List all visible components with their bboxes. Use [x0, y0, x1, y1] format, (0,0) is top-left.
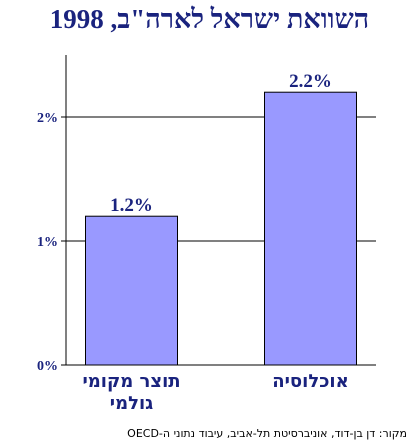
- data-label: 1.2%: [110, 195, 153, 216]
- source-note: מקור: דן בן-דוד, אוניברסיטת תל-אביב, עיב…: [127, 427, 407, 440]
- category-label-gdp: תוצר מקומי גולמי: [82, 371, 181, 414]
- bar: [85, 215, 178, 366]
- y-tick-label: 0%: [37, 359, 58, 374]
- data-label: 2.2%: [289, 71, 332, 92]
- category-label-population: אוכלוסיה: [272, 371, 349, 392]
- bar: [264, 91, 357, 366]
- chart-title: השוואת ישראל לארה"ב, 1998: [49, 4, 370, 34]
- y-tick-label: 2%: [37, 111, 58, 126]
- y-tick-label: 1%: [37, 235, 58, 250]
